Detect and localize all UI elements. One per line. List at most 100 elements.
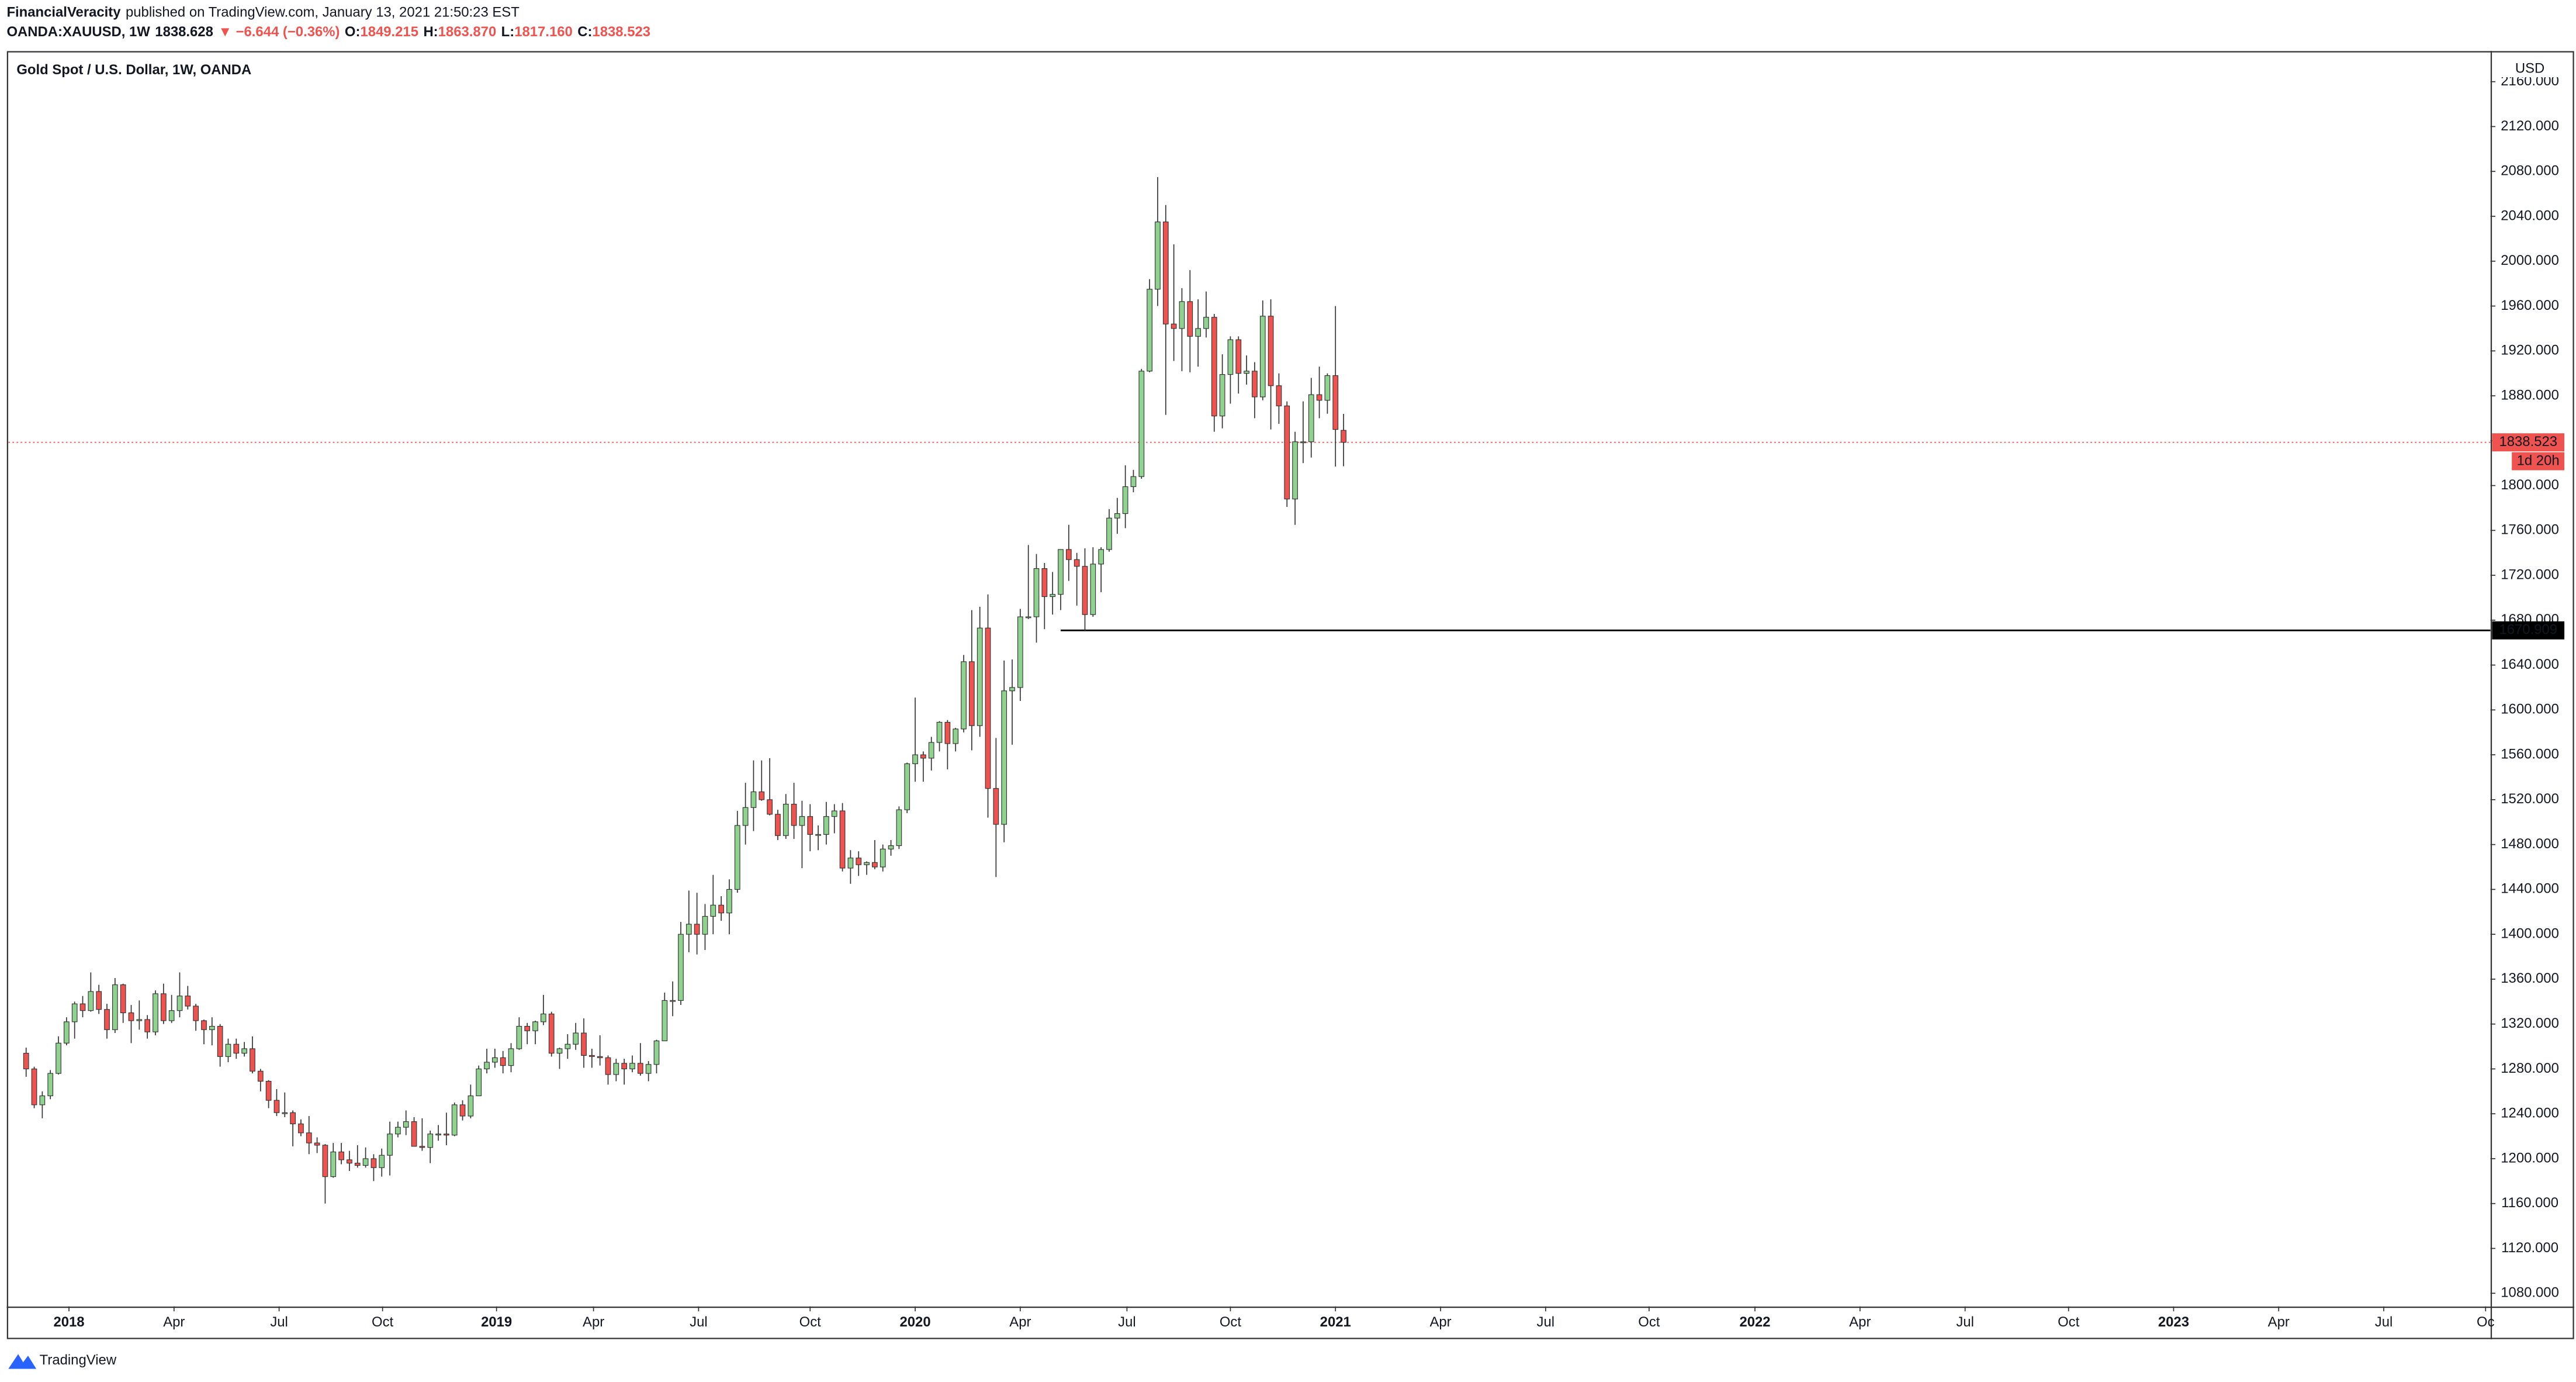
quote-part: O: <box>345 25 361 40</box>
candle-body <box>588 1055 595 1057</box>
y-tick-label: 1200.000 <box>2501 1150 2559 1166</box>
axes: 1080.000 1120.000 1160.000 1200.000 1240.000… <box>53 59 2565 1330</box>
x-tick-label: 2022 <box>1739 1314 1770 1330</box>
y-tick-label: 2040.000 <box>2501 208 2559 223</box>
y-tick-label: 1760.000 <box>2501 522 2559 538</box>
candle-body <box>120 984 126 1014</box>
candle-body <box>39 1095 46 1105</box>
candle-body <box>1122 486 1128 514</box>
brand-name[interactable]: TradingView <box>40 1352 117 1368</box>
candle-body <box>176 996 183 1011</box>
candle-body <box>459 1104 466 1117</box>
candle-body <box>791 803 797 826</box>
y-tick-label: 1240.000 <box>2501 1105 2559 1121</box>
candle-body <box>662 1000 668 1042</box>
quote-part: OANDA:XAUUSD, 1W <box>6 25 150 40</box>
candle-body <box>1203 317 1209 329</box>
candle-body <box>912 754 918 765</box>
candle-body <box>936 721 943 743</box>
candle-body <box>1252 371 1258 398</box>
candle-body <box>1058 549 1064 595</box>
y-tick-label: 1080.000 <box>2501 1285 2559 1301</box>
candle-body <box>524 1025 531 1031</box>
y-tick-label: 1720.000 <box>2501 566 2559 582</box>
candle-body <box>265 1080 272 1101</box>
candle-body <box>653 1040 660 1065</box>
candle-body <box>290 1112 296 1125</box>
y-tick-label: 1320.000 <box>2501 1015 2559 1031</box>
candle-body <box>1147 289 1152 372</box>
candle-body <box>742 807 749 826</box>
quote-part: 1817.160 <box>514 25 573 40</box>
candle-body <box>815 834 821 836</box>
candle-body <box>144 1019 151 1032</box>
y-tick-label: 1160.000 <box>2501 1195 2558 1211</box>
y-tick-label: 1560.000 <box>2501 746 2559 762</box>
quote-part: 1863.870 <box>438 25 497 40</box>
chart-title: Gold Spot / U.S. Dollar, 1W, OANDA <box>16 62 251 78</box>
quote-part: 1838.628 <box>155 25 213 40</box>
candle-body <box>548 1013 555 1054</box>
candle-body <box>185 996 191 1007</box>
candle-body <box>532 1021 538 1031</box>
x-tick-label: Jul <box>2375 1314 2393 1330</box>
quote-part: C: <box>577 25 592 40</box>
x-tick-label: Apr <box>1009 1314 1031 1330</box>
x-tick-label: Jul <box>1956 1314 1974 1330</box>
candle-body <box>1179 301 1185 329</box>
unit-badge <box>2498 59 2558 78</box>
candle-body <box>492 1057 498 1063</box>
candle-body <box>31 1068 37 1105</box>
y-tick-label: 1400.000 <box>2501 925 2559 941</box>
candle-body <box>217 1025 223 1057</box>
candle-body <box>508 1048 514 1066</box>
candle-body <box>1033 568 1040 617</box>
candle-body <box>444 1134 449 1136</box>
author[interactable]: FinancialVeracity <box>6 5 121 20</box>
candle-body <box>1001 690 1007 825</box>
header-line: FinancialVeracity published on TradingVie… <box>6 5 520 20</box>
candle-body <box>904 763 910 810</box>
x-tick-label: Jul <box>270 1314 288 1330</box>
x-tick-label: Oc <box>2477 1314 2495 1330</box>
candle-body <box>476 1068 482 1097</box>
candle-body <box>896 809 902 847</box>
candle-body <box>1098 549 1105 565</box>
candle-body <box>645 1064 652 1074</box>
y-tick-label: 1640.000 <box>2501 657 2559 672</box>
candle-body <box>678 934 684 1001</box>
candle-body <box>128 1012 134 1021</box>
candle-body <box>160 993 167 1021</box>
candle-body <box>1074 559 1080 567</box>
candle-body <box>928 742 934 759</box>
candle-body <box>273 1100 280 1113</box>
candle-body <box>702 915 708 935</box>
candle-body <box>516 1025 522 1049</box>
candle-body <box>153 993 158 1032</box>
candle-body <box>233 1044 240 1054</box>
candle-body <box>888 845 894 849</box>
candle-body <box>1219 374 1225 417</box>
x-tick-label: 2019 <box>481 1314 512 1330</box>
y-tick-label: 1600.000 <box>2501 702 2559 717</box>
y-tick-label: 1800.000 <box>2501 477 2559 493</box>
candle-body <box>468 1095 474 1117</box>
x-tick-label: Apr <box>1429 1314 1451 1330</box>
candle-body <box>1138 371 1145 477</box>
candle-body <box>104 1009 110 1030</box>
candle-body <box>1195 328 1201 337</box>
candle-body <box>56 1042 61 1074</box>
candle-body <box>1316 394 1322 401</box>
candle-body <box>961 661 967 730</box>
candle-body <box>565 1044 571 1049</box>
candle-body <box>799 816 805 826</box>
candle-body <box>1332 375 1339 430</box>
candle-body <box>621 1063 628 1070</box>
candle-body <box>96 991 102 1010</box>
quote-part: 1838.523 <box>592 25 650 40</box>
candle-body <box>944 721 951 744</box>
plot <box>8 177 2491 1204</box>
x-tick-label: Oct <box>2058 1314 2080 1330</box>
candle-body <box>556 1048 563 1054</box>
